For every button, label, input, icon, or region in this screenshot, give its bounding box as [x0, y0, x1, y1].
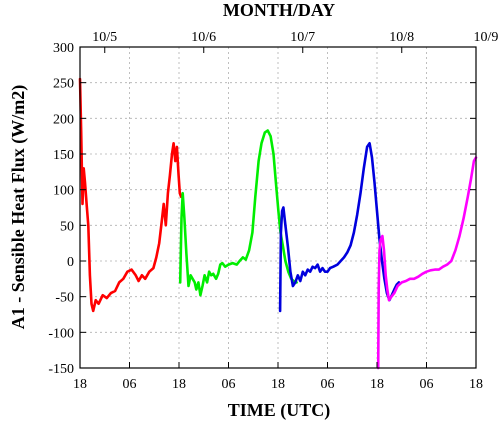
top-x-tick-label: 10/7	[290, 30, 315, 45]
top-x-tick-label: 10/9	[474, 30, 499, 45]
series-line-1	[78, 77, 183, 313]
y-tick-label: -100	[48, 326, 74, 341]
y-tick-label: 50	[60, 219, 74, 234]
x-tick-label: 18	[370, 377, 384, 392]
x-tick-label: 18	[172, 377, 186, 392]
x-tick-label: 18	[469, 377, 483, 392]
y-tick-label: -150	[48, 362, 74, 377]
y-tick-label: 100	[53, 184, 74, 199]
series-line-3	[278, 142, 401, 313]
series-line-2	[178, 129, 298, 297]
y-tick-label: 0	[67, 255, 74, 270]
x-tick-label: 06	[123, 377, 137, 392]
series-line-4	[376, 156, 478, 370]
top-axis-title: MONTH/DAY	[223, 0, 335, 20]
y-tick-label: 200	[53, 112, 74, 127]
x-tick-label: 18	[73, 377, 87, 392]
x-tick-label: 06	[222, 377, 236, 392]
series-layer	[78, 77, 478, 370]
y-tick-label: -50	[55, 291, 74, 306]
top-x-tick-label: 10/6	[191, 30, 216, 45]
y-tick-label: 300	[53, 41, 74, 56]
x-tick-label: 06	[321, 377, 335, 392]
x-axis-title: TIME (UTC)	[228, 400, 331, 421]
x-tick-label: 06	[420, 377, 434, 392]
label-layer: -150 -100 -50 0 50 100 150 200 250 300 18 06 18 06 18 0…	[48, 30, 498, 392]
y-axis-title: A1 - Sensible Heat Flux (W/m2)	[8, 85, 29, 330]
top-x-tick-label: 10/8	[389, 30, 414, 45]
tick-layer	[79, 46, 477, 369]
y-tick-label: 250	[53, 77, 74, 92]
x-tick-label: 18	[271, 377, 285, 392]
top-x-tick-label: 10/5	[92, 30, 117, 45]
y-tick-label: 150	[53, 148, 74, 163]
